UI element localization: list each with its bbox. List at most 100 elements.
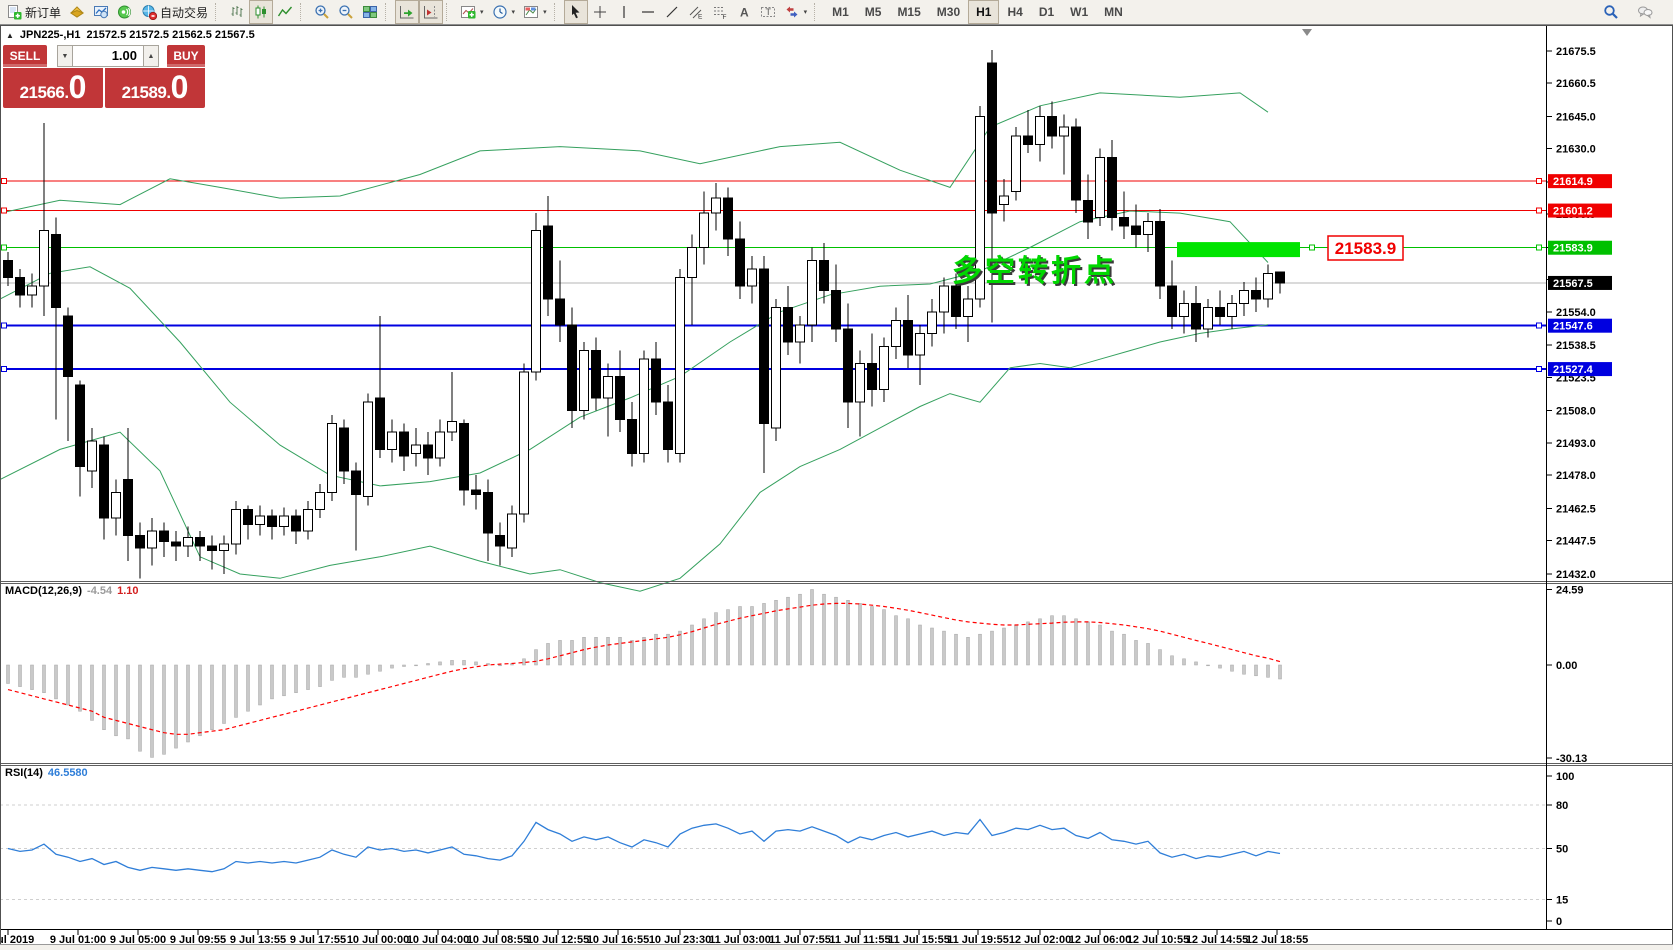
price-axis-chip	[1548, 362, 1612, 377]
price-axis[interactable]: 21675.521660.521645.021630.021614.521599…	[1546, 25, 1612, 930]
bar-chart-button[interactable]	[225, 0, 249, 24]
indicators-button[interactable]: ▾	[456, 0, 488, 24]
fibonacci-button[interactable]: F	[708, 0, 732, 24]
price-axis-chip	[1548, 275, 1612, 290]
sell-button[interactable]: SELL	[3, 45, 47, 67]
svg-text:21508.0: 21508.0	[1556, 406, 1596, 418]
template-icon	[523, 4, 539, 20]
svg-text:21601.2: 21601.2	[1553, 206, 1593, 218]
svg-text:21478.0: 21478.0	[1556, 470, 1596, 482]
volume-down-button[interactable]: ▼	[57, 45, 73, 67]
metaeditor-button[interactable]	[65, 0, 89, 24]
sell-price-big-digit: 0	[68, 69, 87, 105]
zoom-in-button[interactable]	[310, 0, 334, 24]
dropdown-caret-icon[interactable]: ▾	[480, 9, 484, 16]
tf-m1-button-label: M1	[832, 5, 849, 19]
new-order-button[interactable]: 新订单	[2, 0, 65, 24]
text-label-button[interactable]: T	[756, 0, 780, 24]
candlestick-button[interactable]	[249, 0, 274, 24]
sounds-button[interactable]	[113, 0, 137, 24]
chart-shift-button[interactable]	[419, 0, 444, 24]
data-center-button[interactable]	[89, 0, 113, 24]
dropdown-caret-icon[interactable]: ▾	[511, 9, 516, 16]
chart-shift-marker[interactable]	[1302, 29, 1312, 36]
cursor-button[interactable]	[563, 0, 588, 24]
metaeditor-icon	[69, 4, 85, 20]
buy-button[interactable]: BUY	[167, 45, 205, 67]
tf-d1-button[interactable]: D1	[1031, 0, 1062, 24]
svg-text:21527.4: 21527.4	[1553, 364, 1594, 376]
tf-w1-button[interactable]: W1	[1062, 0, 1096, 24]
svg-text:21493.0: 21493.0	[1556, 438, 1596, 450]
search-button[interactable]	[1599, 0, 1623, 24]
volume-input[interactable]: 1.00	[73, 45, 143, 67]
tf-h4-button-label: H4	[1007, 5, 1023, 19]
buy-price-button[interactable]: 21589. 0	[105, 68, 205, 108]
hline-icon	[640, 4, 656, 20]
svg-text:21614.9: 21614.9	[1553, 176, 1593, 188]
tf-mn-button[interactable]: MN	[1096, 0, 1131, 24]
chart-title: ▲ JPN225-,H1 21572.5 21572.5 21562.5 215…	[6, 29, 255, 41]
crosshair-button[interactable]	[588, 0, 612, 24]
chart-canvas[interactable]: 多空转折点多空转折点21583.921675.521660.521645.021…	[0, 25, 1673, 945]
vline-icon	[616, 4, 632, 20]
horizontal-line-button[interactable]	[636, 0, 660, 24]
buy-price-main: 21589.	[121, 83, 172, 102]
tf-m5-button-label: M5	[864, 5, 882, 19]
tf-m1-button[interactable]: M1	[824, 0, 857, 24]
rsi-pane[interactable]	[0, 804, 1546, 900]
equidistant-channel-button[interactable]: E	[684, 0, 708, 24]
candlesticks[interactable]	[3, 49, 1285, 579]
tile-windows-button[interactable]	[358, 0, 382, 24]
tf-m5-button[interactable]: M5	[857, 0, 890, 24]
svg-text:21432.0: 21432.0	[1556, 569, 1596, 581]
bollinger-bands	[0, 92, 1269, 592]
svg-text:11 Jul 03:00: 11 Jul 03:00	[709, 934, 771, 945]
tf-h1-button[interactable]: H1	[968, 0, 1000, 24]
text-button[interactable]: A	[732, 0, 756, 24]
svg-text:21554.0: 21554.0	[1556, 307, 1596, 319]
svg-text:15: 15	[1556, 894, 1568, 906]
arrows-button[interactable]: ▾	[780, 0, 812, 24]
dropdown-caret-icon[interactable]: ▾	[803, 9, 808, 16]
fibo-icon: F	[712, 4, 728, 20]
svg-text:21660.5: 21660.5	[1556, 78, 1596, 90]
sell-price-button[interactable]: 21566. 0	[3, 68, 103, 108]
toolbar-separator	[300, 3, 307, 21]
svg-text:11 Jul 11:55: 11 Jul 11:55	[829, 934, 890, 945]
line-chart-button[interactable]	[273, 0, 297, 24]
svg-text:12 Jul 18:55: 12 Jul 18:55	[1246, 934, 1308, 945]
annotation-text-shadow: 多空转折点	[954, 257, 1119, 290]
crosshair-icon	[592, 4, 608, 20]
svg-text:-30.13: -30.13	[1556, 753, 1587, 765]
volume-up-button[interactable]: ▲	[143, 45, 159, 67]
templates-button[interactable]: ▾	[519, 0, 551, 24]
chart-shift-icon	[423, 4, 439, 20]
tf-mn-button-label: MN	[1104, 5, 1123, 19]
autotrading-button[interactable]: 自动交易	[137, 0, 212, 24]
svg-text:A: A	[740, 6, 749, 20]
toolbar-separator	[814, 3, 821, 21]
trendline-icon	[664, 4, 680, 20]
vertical-line-button[interactable]	[612, 0, 636, 24]
svg-text:50: 50	[1556, 844, 1568, 856]
trendline-button[interactable]	[660, 0, 684, 24]
dropdown-caret-icon[interactable]: ▾	[543, 9, 547, 16]
time-axis[interactable]: 8 Jul 2019 9 Jul 01:00 9 Jul 05:00 9 Jul 09…	[0, 929, 1673, 946]
tf-m15-button[interactable]: M15	[889, 0, 928, 24]
tf-h4-button[interactable]: H4	[999, 0, 1030, 24]
auto-scroll-button[interactable]	[395, 0, 420, 24]
tf-d1-button-label: D1	[1038, 5, 1055, 19]
svg-text:F: F	[722, 14, 726, 20]
highlight-zone-box[interactable]	[1177, 242, 1300, 258]
macd-pane[interactable]	[6, 589, 1282, 758]
periods-button[interactable]: ▾	[488, 0, 520, 24]
svg-text:9 Jul 01:00: 9 Jul 01:00	[50, 934, 106, 945]
zoom-out-button[interactable]	[334, 0, 358, 24]
svg-text:12 Jul 06:00: 12 Jul 06:00	[1069, 934, 1131, 945]
toolbar-separator	[446, 3, 453, 21]
panel-toggle-icon[interactable]: ▲	[6, 30, 14, 40]
price-callout-box[interactable]	[1327, 235, 1404, 261]
community-button[interactable]	[1633, 0, 1657, 24]
tf-m30-button[interactable]: M30	[929, 0, 968, 24]
